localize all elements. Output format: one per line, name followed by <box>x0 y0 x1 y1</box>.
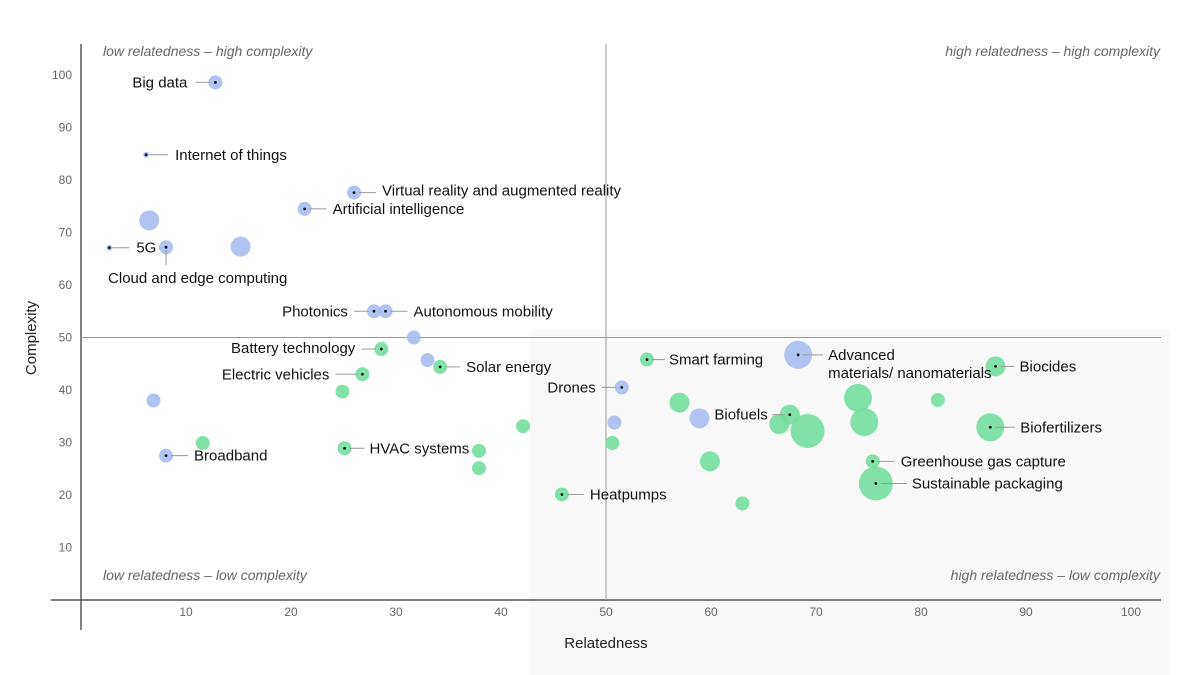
point-label: Electric vehicles <box>222 366 330 383</box>
point-label: Solar energy <box>466 359 552 376</box>
y-tick-label: 40 <box>59 383 73 397</box>
x-tick-label: 80 <box>914 605 928 619</box>
green-bubble <box>850 408 879 437</box>
point-label: Smart farming <box>669 352 763 369</box>
y-tick-label: 60 <box>59 278 73 292</box>
y-tick-label: 10 <box>59 541 73 555</box>
x-tick-label: 50 <box>599 605 613 619</box>
point-label: Cloud and edge computing <box>108 270 287 287</box>
green-bubble <box>195 436 210 451</box>
point-label: Biofuels <box>714 407 767 424</box>
bubble-center-dot <box>871 460 875 463</box>
point-label: HVAC systems <box>370 440 470 457</box>
quadrant-label-bottom-right: high relatedness – low complexity <box>951 567 1161 583</box>
bubble-center-dot <box>788 413 792 417</box>
green-bubble <box>790 413 825 448</box>
point-label: Virtual reality and augmented reality <box>382 183 622 200</box>
bubble-center-dot <box>994 364 997 368</box>
green-bubble <box>669 392 690 413</box>
y-tick-label: 50 <box>59 331 73 345</box>
bubble-center-dot <box>988 425 992 429</box>
digital-bubble <box>146 393 161 408</box>
point-label: Biocides <box>1020 358 1077 375</box>
x-tick-label: 40 <box>494 605 508 619</box>
quadrant-label-top-right: high relatedness – high complexity <box>945 43 1161 59</box>
quadrant-label-bottom-left: low relatedness – low complexity <box>103 567 308 583</box>
green-bubble <box>605 436 620 451</box>
digital-bubble <box>420 353 435 368</box>
y-axis-title: Complexity <box>23 300 40 375</box>
digital-bubble <box>689 408 710 429</box>
x-tick-label: 90 <box>1019 605 1033 619</box>
bubble-center-dot <box>560 493 564 496</box>
green-bubble <box>844 383 872 412</box>
quadrant-label-top-left: low relatedness – high complexity <box>103 43 313 59</box>
digital-bubble <box>406 330 421 345</box>
point-label: Internet of things <box>175 147 287 164</box>
green-bubble <box>930 392 945 407</box>
bubble-center-dot <box>214 80 217 84</box>
digital-bubble <box>607 415 622 430</box>
bubble-center-dot <box>796 353 800 357</box>
y-tick-label: 100 <box>52 68 72 82</box>
point-label: Big data <box>132 74 188 91</box>
point-label: Advanced materials/ nanomaterials <box>828 347 991 382</box>
y-tick-label: 90 <box>59 121 73 135</box>
quadrant-labels: low relatedness – high complexity high r… <box>103 43 1161 583</box>
point-label: Autonomous mobility <box>414 303 554 320</box>
bubble-center-dot <box>343 446 346 450</box>
green-bubble <box>699 451 720 472</box>
bubble-center-dot <box>164 454 168 458</box>
green-bubble <box>471 443 486 458</box>
point-label: Greenhouse gas capture <box>901 453 1066 470</box>
bubble-center-dot <box>144 153 148 157</box>
digital-bubble <box>230 236 251 257</box>
point-label: Heatpumps <box>590 486 667 503</box>
bubble-center-dot <box>874 482 878 485</box>
bubble-center-dot <box>620 385 624 389</box>
point-label: Battery technology <box>231 340 356 357</box>
point-labels: Big data Internet of things Virtual realit… <box>107 74 1102 503</box>
y-tick-label: 20 <box>59 488 73 502</box>
bubble-center-dot <box>384 309 387 313</box>
digital-bubble <box>139 210 160 231</box>
bubble-center-dot <box>379 347 383 351</box>
x-tick-label: 20 <box>284 605 298 619</box>
bubble-center-dot <box>352 191 356 195</box>
bubble-center-dot <box>438 365 442 369</box>
x-tick-label: 10 <box>179 605 193 619</box>
green-bubble <box>471 461 486 476</box>
green-bubble <box>516 419 531 434</box>
y-tick-label: 30 <box>59 436 73 450</box>
x-tick-label: 30 <box>389 605 403 619</box>
bubble-center-dot <box>372 309 376 313</box>
axes <box>51 44 1161 630</box>
x-tick-label: 70 <box>809 605 823 619</box>
bubble-center-dot <box>303 207 307 211</box>
green-bubble <box>335 384 350 399</box>
bubble-center-dot <box>361 372 364 376</box>
x-tick-label: 100 <box>1121 605 1141 619</box>
axis-ticks: 10 20 30 40 50 60 70 80 90 100 10 20 30 40 50 60 70 80 90 1… <box>52 68 1141 619</box>
point-label: Drones <box>547 379 595 396</box>
point-label: Broadband <box>194 448 267 465</box>
x-tick-label: 60 <box>704 605 718 619</box>
x-axis-title: Relatedness <box>564 635 647 652</box>
point-label: Biofertilizers <box>1020 419 1102 436</box>
point-label: Photonics <box>282 303 348 320</box>
bubble-center-dot <box>645 358 649 361</box>
point-label: Sustainable packaging <box>912 475 1063 492</box>
point-label: 5G <box>136 240 156 257</box>
point-label: Artificial intelligence <box>333 201 465 218</box>
green-bubble <box>735 496 750 511</box>
y-tick-label: 70 <box>59 226 73 240</box>
bubble-center-dot <box>164 245 168 249</box>
bubble-center-dot <box>107 246 111 250</box>
y-tick-label: 80 <box>59 173 73 187</box>
